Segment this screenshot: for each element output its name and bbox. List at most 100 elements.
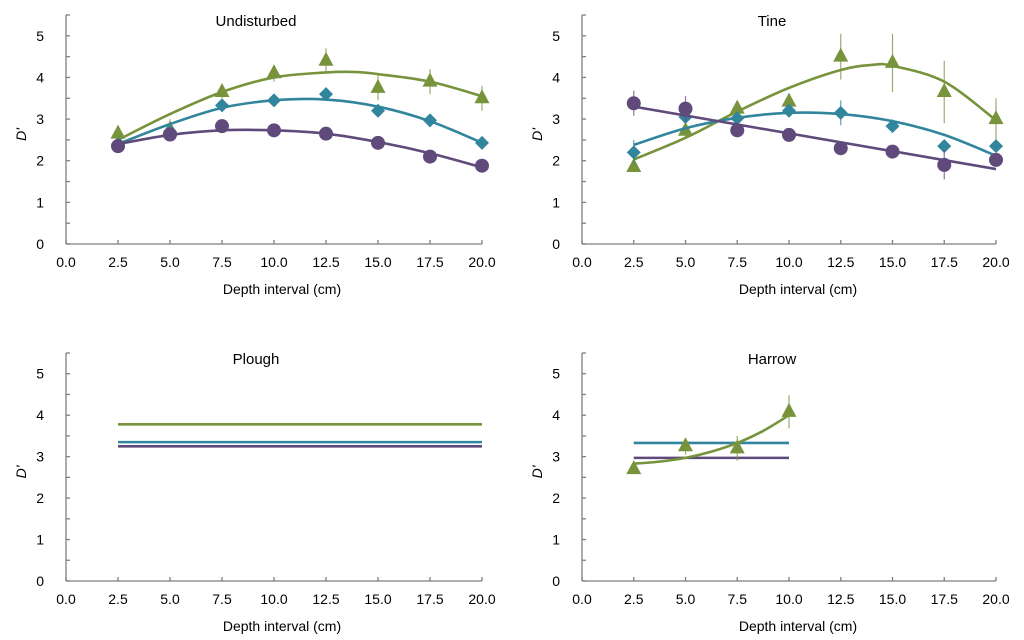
trend-line (633, 62, 997, 161)
y-axis-title: D' (529, 464, 545, 478)
data-point-triangle (110, 124, 126, 139)
x-tick-label: 0.0 (56, 254, 76, 270)
data-point-circle (475, 158, 489, 173)
y-tick-label: 1 (552, 194, 560, 210)
data-point-circle (626, 96, 641, 111)
data-point-diamond (371, 103, 385, 118)
data-point-diamond (989, 139, 1003, 154)
data-point-circle (111, 139, 125, 154)
data-point-circle (730, 123, 745, 138)
x-axis-title: Depth interval (cm) (223, 281, 341, 297)
x-tick-label: 17.5 (416, 254, 443, 270)
y-tick-label: 2 (36, 490, 44, 506)
y-tick-label: 0 (552, 573, 560, 589)
data-point-triangle (370, 78, 386, 93)
trend-line (633, 105, 997, 171)
x-tick-label: 15.0 (879, 591, 906, 607)
panel-tine: Tine Depth interval (cm) D' 0 1 2 3 4 5 0.0 2.5… (529, 13, 1010, 297)
data-point-triangle (626, 157, 642, 172)
data-point-diamond (937, 139, 952, 154)
data-point-diamond (423, 113, 437, 128)
x-tick-label: 7.5 (212, 254, 232, 270)
y-tick-label: 1 (552, 532, 560, 548)
data-point-triangle (833, 47, 849, 62)
data-point-triangle (781, 402, 797, 417)
x-tick-label: 2.5 (108, 591, 128, 607)
data-point-diamond (215, 98, 229, 113)
data-point-triangle (626, 460, 642, 475)
y-axis-title: D' (529, 127, 545, 141)
x-axis-title: Depth interval (cm) (739, 281, 857, 297)
panel-title: Tine (758, 13, 787, 30)
x-tick-label: 0.0 (572, 254, 592, 270)
x-tick-label: 10.0 (260, 254, 287, 270)
panel-plough: Plough Depth interval (cm) D' 0 1 2 3 4 5 0.0 2… (13, 351, 496, 634)
x-tick-label: 5.0 (676, 254, 696, 270)
data-point-diamond (782, 103, 796, 118)
data-point-circle (937, 157, 952, 172)
x-tick-label: 12.5 (312, 591, 339, 607)
x-tick-label: 12.5 (827, 254, 854, 270)
x-axis-title: Depth interval (cm) (739, 618, 857, 634)
x-tick-label: 10.0 (260, 591, 287, 607)
y-tick-label: 1 (36, 194, 44, 210)
data-point-triangle (885, 53, 900, 68)
data-point-triangle (729, 439, 745, 454)
data-point-circle (163, 127, 177, 142)
data-point-diamond (833, 105, 848, 120)
data-point-triangle (318, 51, 334, 66)
y-tick-label: 4 (552, 69, 560, 85)
x-tick-label: 17.5 (416, 591, 443, 607)
data-point-triangle (936, 83, 952, 98)
y-axis-title: D' (13, 464, 29, 478)
data-point-triangle (678, 437, 693, 452)
data-point-triangle (474, 89, 490, 104)
y-tick-label: 3 (552, 449, 560, 465)
panel-title: Harrow (748, 351, 797, 368)
y-tick-label: 4 (552, 407, 560, 423)
data-point-triangle (266, 64, 282, 79)
y-tick-label: 3 (36, 111, 44, 127)
panel-harrow: Harrow Depth interval (cm) D' 0 1 2 3 4 5 0.0 2… (529, 351, 1010, 634)
data-point-circle (782, 127, 796, 142)
data-point-circle (989, 152, 1003, 167)
x-tick-label: 12.5 (312, 254, 339, 270)
data-point-triangle (729, 99, 745, 114)
x-tick-label: 7.5 (728, 591, 748, 607)
data-point-circle (215, 119, 229, 134)
data-point-circle (885, 144, 900, 159)
y-tick-label: 5 (552, 28, 560, 44)
y-tick-label: 5 (36, 28, 44, 44)
data-point-diamond (267, 93, 281, 108)
x-tick-label: 12.5 (827, 591, 854, 607)
x-tick-label: 20.0 (982, 591, 1009, 607)
x-tick-label: 2.5 (108, 254, 128, 270)
series-teal-diamond (626, 100, 1003, 165)
x-tick-label: 5.0 (160, 591, 180, 607)
x-tick-label: 2.5 (624, 591, 644, 607)
data-point-circle (833, 141, 848, 156)
data-point-diamond (475, 135, 489, 150)
y-tick-label: 0 (36, 236, 44, 252)
data-point-triangle (988, 110, 1004, 125)
data-point-circle (267, 123, 281, 138)
data-point-diamond (730, 111, 745, 126)
series-purple-circle (111, 119, 489, 173)
x-tick-label: 7.5 (212, 591, 232, 607)
data-point-triangle (781, 92, 797, 107)
trend-line (633, 414, 790, 465)
panel-title: Plough (233, 351, 280, 368)
x-tick-label: 15.0 (364, 591, 391, 607)
x-tick-label: 2.5 (624, 254, 644, 270)
series-green-triangle (626, 395, 797, 475)
data-point-diamond (885, 119, 900, 134)
series-teal-diamond (111, 87, 489, 152)
data-point-circle (319, 126, 333, 141)
y-tick-label: 0 (36, 573, 44, 589)
x-tick-label: 0.0 (56, 591, 76, 607)
y-tick-label: 4 (36, 407, 44, 423)
trend-line (633, 111, 997, 157)
data-point-diamond (626, 145, 641, 160)
x-axis-title: Depth interval (cm) (223, 618, 341, 634)
